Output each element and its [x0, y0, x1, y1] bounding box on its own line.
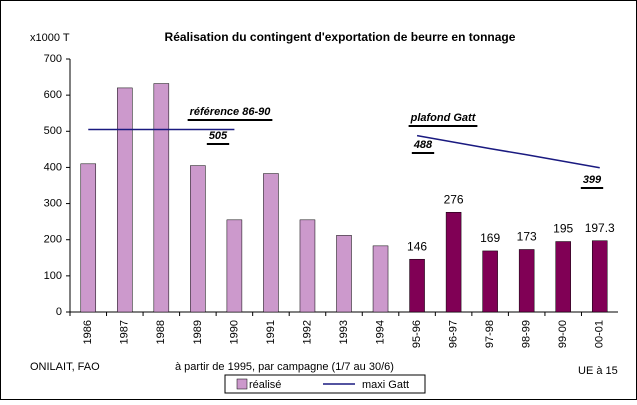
bar: [263, 173, 279, 313]
data-label: 146: [407, 239, 427, 253]
bar: [372, 245, 389, 313]
x-tick-label: 1988: [155, 320, 167, 344]
x-tick-label: 00-01: [594, 320, 606, 348]
annotation: référence 86-90: [190, 106, 272, 118]
x-note: à partir de 1995, par campagne (1/7 au 3…: [175, 361, 394, 373]
y-tick-label: 500: [44, 125, 62, 137]
y-tick-label: 200: [44, 234, 62, 246]
legend-label: réalisé: [249, 379, 281, 391]
y-tick-label: 0: [56, 306, 62, 318]
line: [88, 128, 600, 169]
y-tick-label: 300: [44, 197, 62, 209]
x-tick-label: 1993: [338, 320, 350, 344]
y-axis-label: x1000 T: [30, 32, 70, 44]
data-label: 173: [517, 230, 537, 244]
x-tick-label: 98-99: [521, 320, 533, 348]
x-tick-label: 96-97: [448, 320, 460, 348]
annotation: plafond Gatt: [410, 112, 477, 124]
x-tick-label: 99-00: [557, 320, 569, 348]
annotation: 399: [583, 174, 602, 186]
bar: [117, 87, 133, 313]
bar: [518, 249, 535, 313]
bar: [190, 165, 206, 313]
bar: [336, 235, 352, 313]
x-tick-label: 1991: [265, 320, 277, 344]
x-tick-label: 1994: [374, 320, 386, 344]
x-tick-label: 1986: [82, 320, 94, 344]
data-label: 197.3: [585, 221, 615, 235]
x-tick-label: 97-98: [484, 320, 496, 348]
legend-swatch: [236, 378, 248, 390]
x-tick-label: 1990: [228, 320, 240, 344]
bar: [299, 219, 316, 313]
y-tick-label: 700: [44, 53, 62, 65]
bar: [80, 163, 97, 313]
bar: [153, 83, 170, 313]
bar: [445, 211, 462, 313]
legend-label: maxi Gatt: [362, 379, 409, 391]
annotation: 488: [413, 139, 433, 151]
x-tick-label: 1992: [301, 320, 313, 344]
data-label: 169: [480, 231, 500, 245]
bar: [591, 240, 608, 313]
source: ONILAIT, FAO: [30, 361, 100, 373]
data-label: 276: [444, 192, 464, 206]
bar: [226, 219, 243, 313]
y-tick-label: 400: [44, 161, 62, 173]
chart-title: Réalisation du contingent d'exportation …: [165, 30, 516, 44]
region-note: UE à 15: [578, 365, 618, 377]
bar: [555, 241, 571, 313]
y-tick-label: 100: [44, 270, 62, 282]
y-tick-label: 600: [44, 89, 62, 101]
x-tick-label: 1989: [192, 320, 204, 344]
bar: [482, 250, 498, 313]
annotation: 505: [209, 130, 228, 142]
bar: [409, 258, 425, 313]
data-label: 195: [553, 222, 573, 236]
x-tick-label: 1987: [119, 320, 131, 344]
x-tick-label: 95-96: [411, 320, 423, 348]
